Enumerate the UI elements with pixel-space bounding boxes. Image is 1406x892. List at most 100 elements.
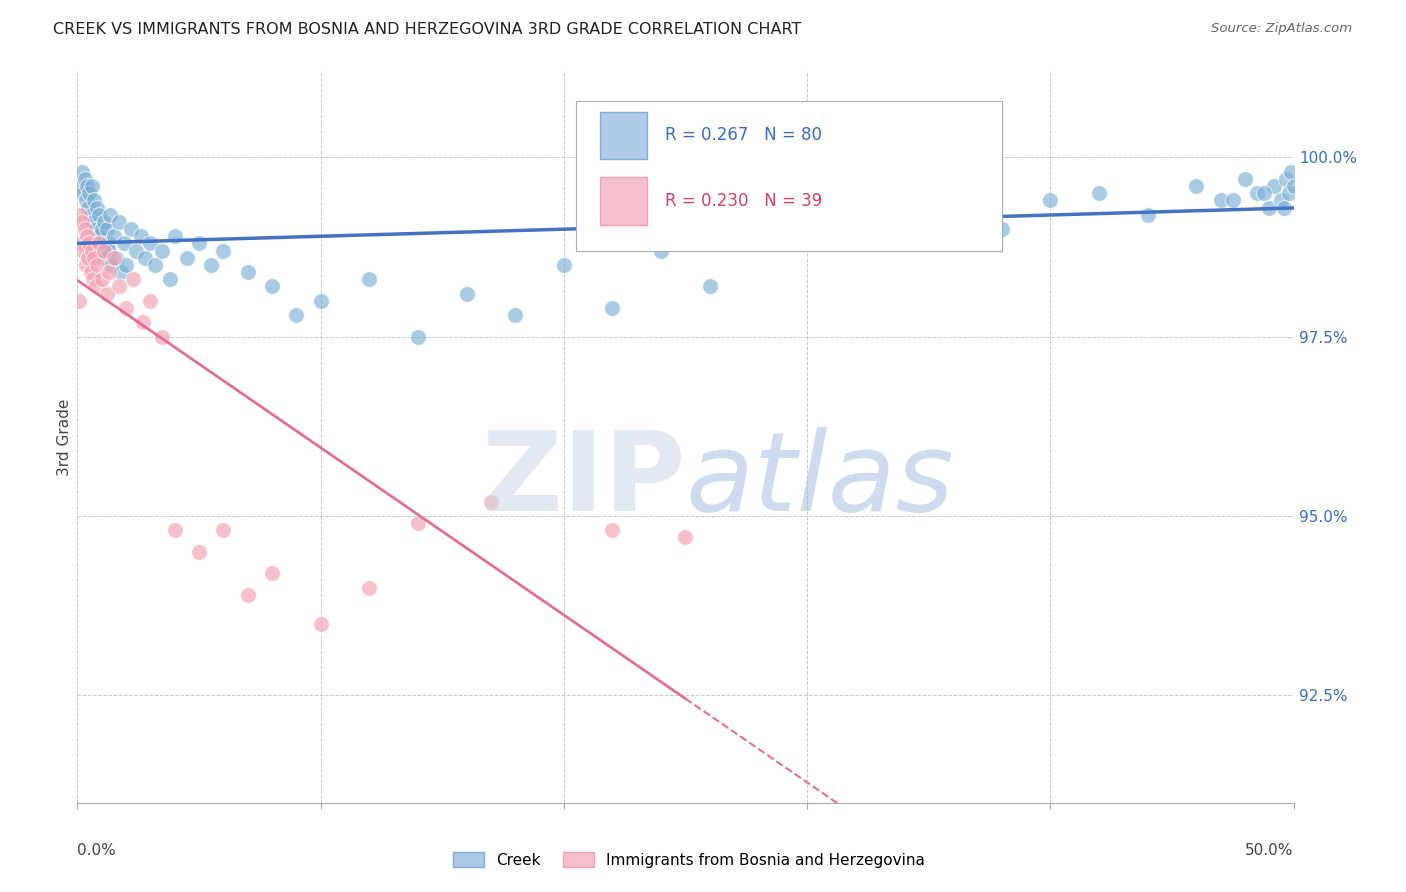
Point — [91, 244, 114, 258]
Point — [77, 251, 100, 265]
Point — [212, 244, 235, 258]
Point — [97, 244, 120, 258]
Point — [79, 186, 101, 201]
Point — [107, 279, 129, 293]
Point — [82, 215, 104, 229]
Point — [76, 179, 98, 194]
Point — [143, 258, 166, 272]
Point — [675, 531, 697, 545]
Point — [503, 308, 526, 322]
FancyBboxPatch shape — [600, 178, 647, 225]
Point — [125, 244, 148, 258]
Point — [699, 279, 721, 293]
Point — [188, 236, 211, 251]
Point — [129, 229, 152, 244]
Point — [134, 251, 156, 265]
Point — [602, 524, 624, 538]
Text: R = 0.230   N = 39: R = 0.230 N = 39 — [665, 192, 823, 210]
Point — [1278, 186, 1301, 201]
Text: 0.0%: 0.0% — [77, 843, 117, 858]
Point — [89, 208, 111, 222]
Point — [990, 222, 1012, 236]
Point — [84, 222, 107, 236]
Point — [602, 301, 624, 315]
Point — [83, 194, 105, 208]
Point — [479, 494, 502, 508]
Point — [1272, 201, 1295, 215]
Point — [1279, 165, 1302, 179]
Point — [103, 229, 125, 244]
Point — [76, 229, 98, 244]
Point — [163, 229, 186, 244]
Point — [1039, 194, 1062, 208]
Text: R = 0.267   N = 80: R = 0.267 N = 80 — [665, 126, 821, 144]
Point — [1233, 172, 1256, 186]
Point — [893, 215, 915, 229]
Point — [93, 244, 115, 258]
Point — [1258, 201, 1281, 215]
Point — [93, 215, 115, 229]
FancyBboxPatch shape — [600, 112, 647, 159]
Point — [1282, 179, 1305, 194]
Point — [1253, 186, 1275, 201]
Point — [260, 279, 283, 293]
Point — [120, 222, 142, 236]
Point — [75, 194, 97, 208]
Point — [456, 286, 478, 301]
Point — [1209, 194, 1232, 208]
Point — [309, 293, 332, 308]
Point — [188, 545, 211, 559]
Text: atlas: atlas — [686, 427, 955, 534]
Point — [72, 244, 94, 258]
Point — [89, 236, 111, 251]
Point — [139, 293, 162, 308]
Point — [112, 236, 135, 251]
Point — [90, 272, 112, 286]
Point — [96, 222, 118, 236]
Point — [73, 172, 96, 186]
Point — [236, 265, 259, 279]
Point — [80, 208, 103, 222]
Point — [86, 258, 108, 272]
Point — [406, 329, 429, 343]
Point — [94, 251, 117, 265]
Point — [1222, 194, 1244, 208]
Point — [650, 244, 672, 258]
Point — [359, 581, 381, 595]
Point — [1246, 186, 1268, 201]
Point — [107, 215, 129, 229]
Point — [309, 616, 332, 631]
Point — [1263, 179, 1285, 194]
Point — [260, 566, 283, 581]
Point — [70, 165, 93, 179]
Point — [152, 244, 174, 258]
Point — [115, 258, 138, 272]
Point — [236, 588, 259, 602]
Point — [70, 179, 93, 194]
Point — [845, 236, 868, 251]
Point — [105, 251, 128, 265]
FancyBboxPatch shape — [576, 101, 1001, 251]
Point — [132, 315, 155, 329]
Point — [70, 236, 93, 251]
Point — [159, 272, 181, 286]
Point — [103, 251, 125, 265]
Point — [163, 524, 186, 538]
Point — [75, 258, 97, 272]
Point — [553, 258, 575, 272]
Point — [212, 524, 235, 538]
Point — [100, 258, 122, 272]
Point — [73, 222, 96, 236]
Text: CREEK VS IMMIGRANTS FROM BOSNIA AND HERZEGOVINA 3RD GRADE CORRELATION CHART: CREEK VS IMMIGRANTS FROM BOSNIA AND HERZ… — [53, 22, 801, 37]
Point — [67, 293, 90, 308]
Point — [89, 236, 111, 251]
Point — [69, 208, 91, 222]
Point — [97, 265, 120, 279]
Point — [1270, 194, 1292, 208]
Point — [942, 201, 965, 215]
Point — [83, 251, 105, 265]
Point — [80, 265, 103, 279]
Text: ZIP: ZIP — [482, 427, 686, 534]
Point — [747, 229, 769, 244]
Point — [87, 229, 110, 244]
